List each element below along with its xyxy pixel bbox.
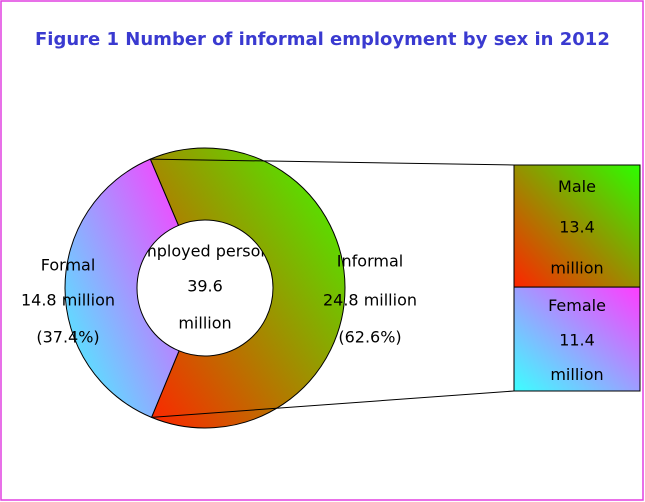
slice-label: Informal — [337, 252, 403, 271]
connector-line — [151, 390, 515, 418]
breakdown-unit: million — [550, 258, 603, 277]
breakdown-bar — [513, 164, 641, 288]
center-total: 39.6 — [187, 277, 223, 296]
breakdown-bar — [513, 286, 641, 392]
breakdown-value: 11.4 — [559, 331, 595, 350]
donut-slice — [149, 147, 346, 429]
value-label: 24.8 million — [323, 291, 417, 310]
percent-label: (62.6%) — [338, 328, 401, 347]
percent-label: (37.4%) — [36, 328, 99, 347]
connector-line — [150, 158, 515, 166]
chart-title: Figure 1 Number of informal employment b… — [35, 29, 610, 50]
donut-slice — [64, 158, 180, 419]
center-label: Employed persons — [131, 242, 279, 261]
slice-label: Formal — [41, 256, 96, 275]
breakdown-unit: million — [550, 365, 603, 384]
center-unit: million — [178, 314, 231, 333]
value-label: 14.8 million — [21, 291, 115, 310]
breakdown-label: Male — [558, 177, 596, 196]
breakdown-label: Female — [548, 296, 606, 315]
breakdown-value: 13.4 — [559, 218, 595, 237]
